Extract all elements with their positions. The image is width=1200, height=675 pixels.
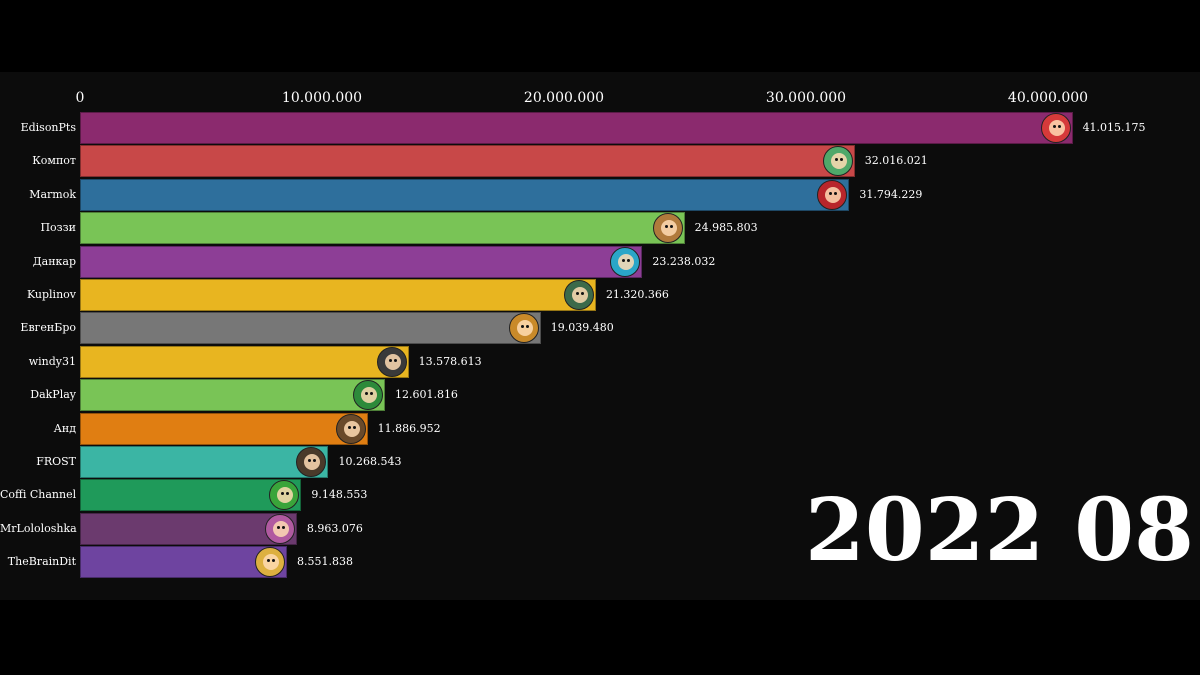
- avatar-icon: [610, 246, 641, 277]
- avatar-icon: [563, 280, 594, 310]
- category-label: Компот: [32, 154, 76, 168]
- avatar-icon: [822, 146, 853, 177]
- value-label: 8.551.838: [296, 555, 353, 569]
- tick-label: 20.000.000: [523, 90, 605, 106]
- tick-label: 0: [75, 90, 85, 106]
- avatar-icon: [652, 213, 683, 244]
- value-label: 41.015.175: [1082, 121, 1146, 134]
- value-label: 24.985.803: [694, 221, 758, 235]
- category-label: TheBrainDit: [7, 555, 76, 569]
- category-label: Marmok: [29, 187, 76, 201]
- bar: [80, 245, 643, 278]
- bar: [80, 212, 685, 245]
- value-label: 32.016.021: [864, 154, 928, 168]
- bar: [80, 112, 1073, 144]
- value-label: 21.320.366: [605, 288, 669, 301]
- value-label: 23.238.032: [652, 254, 716, 268]
- value-label: 8.963.076: [306, 521, 363, 535]
- value-label: 11.886.952: [377, 421, 441, 435]
- avatar-icon: [335, 413, 366, 444]
- avatar-icon: [1040, 113, 1071, 143]
- tick-label: 30.000.000: [765, 90, 847, 106]
- avatar-icon: [269, 480, 300, 511]
- avatar-icon: [817, 179, 848, 210]
- period-label: 2022 08: [805, 480, 1194, 581]
- category-label: windy31: [28, 354, 76, 368]
- bar: [80, 479, 302, 512]
- bar: [80, 446, 329, 478]
- avatar-icon: [376, 346, 407, 377]
- bar: [80, 345, 409, 378]
- bar: [80, 312, 541, 345]
- tick-label: 40.000.000: [1007, 90, 1089, 106]
- avatar-icon: [296, 447, 327, 477]
- category-label: Поззи: [40, 221, 76, 235]
- value-label: 12.601.816: [394, 388, 458, 402]
- category-label: Анд: [53, 421, 76, 435]
- bar: [80, 279, 596, 311]
- bar: [80, 178, 850, 211]
- avatar-icon: [254, 547, 285, 578]
- avatar-icon: [352, 380, 383, 411]
- value-label: 10.268.543: [338, 455, 402, 468]
- category-label: Данкар: [32, 254, 76, 268]
- category-label: Coffi Channel: [0, 488, 77, 502]
- category-label: Kuplinov: [26, 288, 76, 301]
- bar: [80, 546, 287, 579]
- category-label: DakPlay: [30, 388, 76, 402]
- avatar-icon: [508, 313, 539, 344]
- value-label: 31.794.229: [859, 187, 923, 201]
- category-label: ЕвгенБро: [20, 321, 76, 335]
- category-label: FROST: [36, 455, 76, 468]
- category-label: MrLololoshka: [0, 521, 77, 535]
- avatar-icon: [264, 513, 295, 544]
- value-label: 19.039.480: [550, 321, 614, 335]
- category-label: EdisonPts: [20, 121, 76, 134]
- value-label: 13.578.613: [418, 354, 482, 368]
- bar: [80, 412, 368, 445]
- bar: [80, 145, 855, 178]
- value-label: 9.148.553: [311, 488, 368, 502]
- bar: [80, 379, 385, 412]
- bar: [80, 512, 297, 545]
- tick-label: 10.000.000: [281, 90, 363, 106]
